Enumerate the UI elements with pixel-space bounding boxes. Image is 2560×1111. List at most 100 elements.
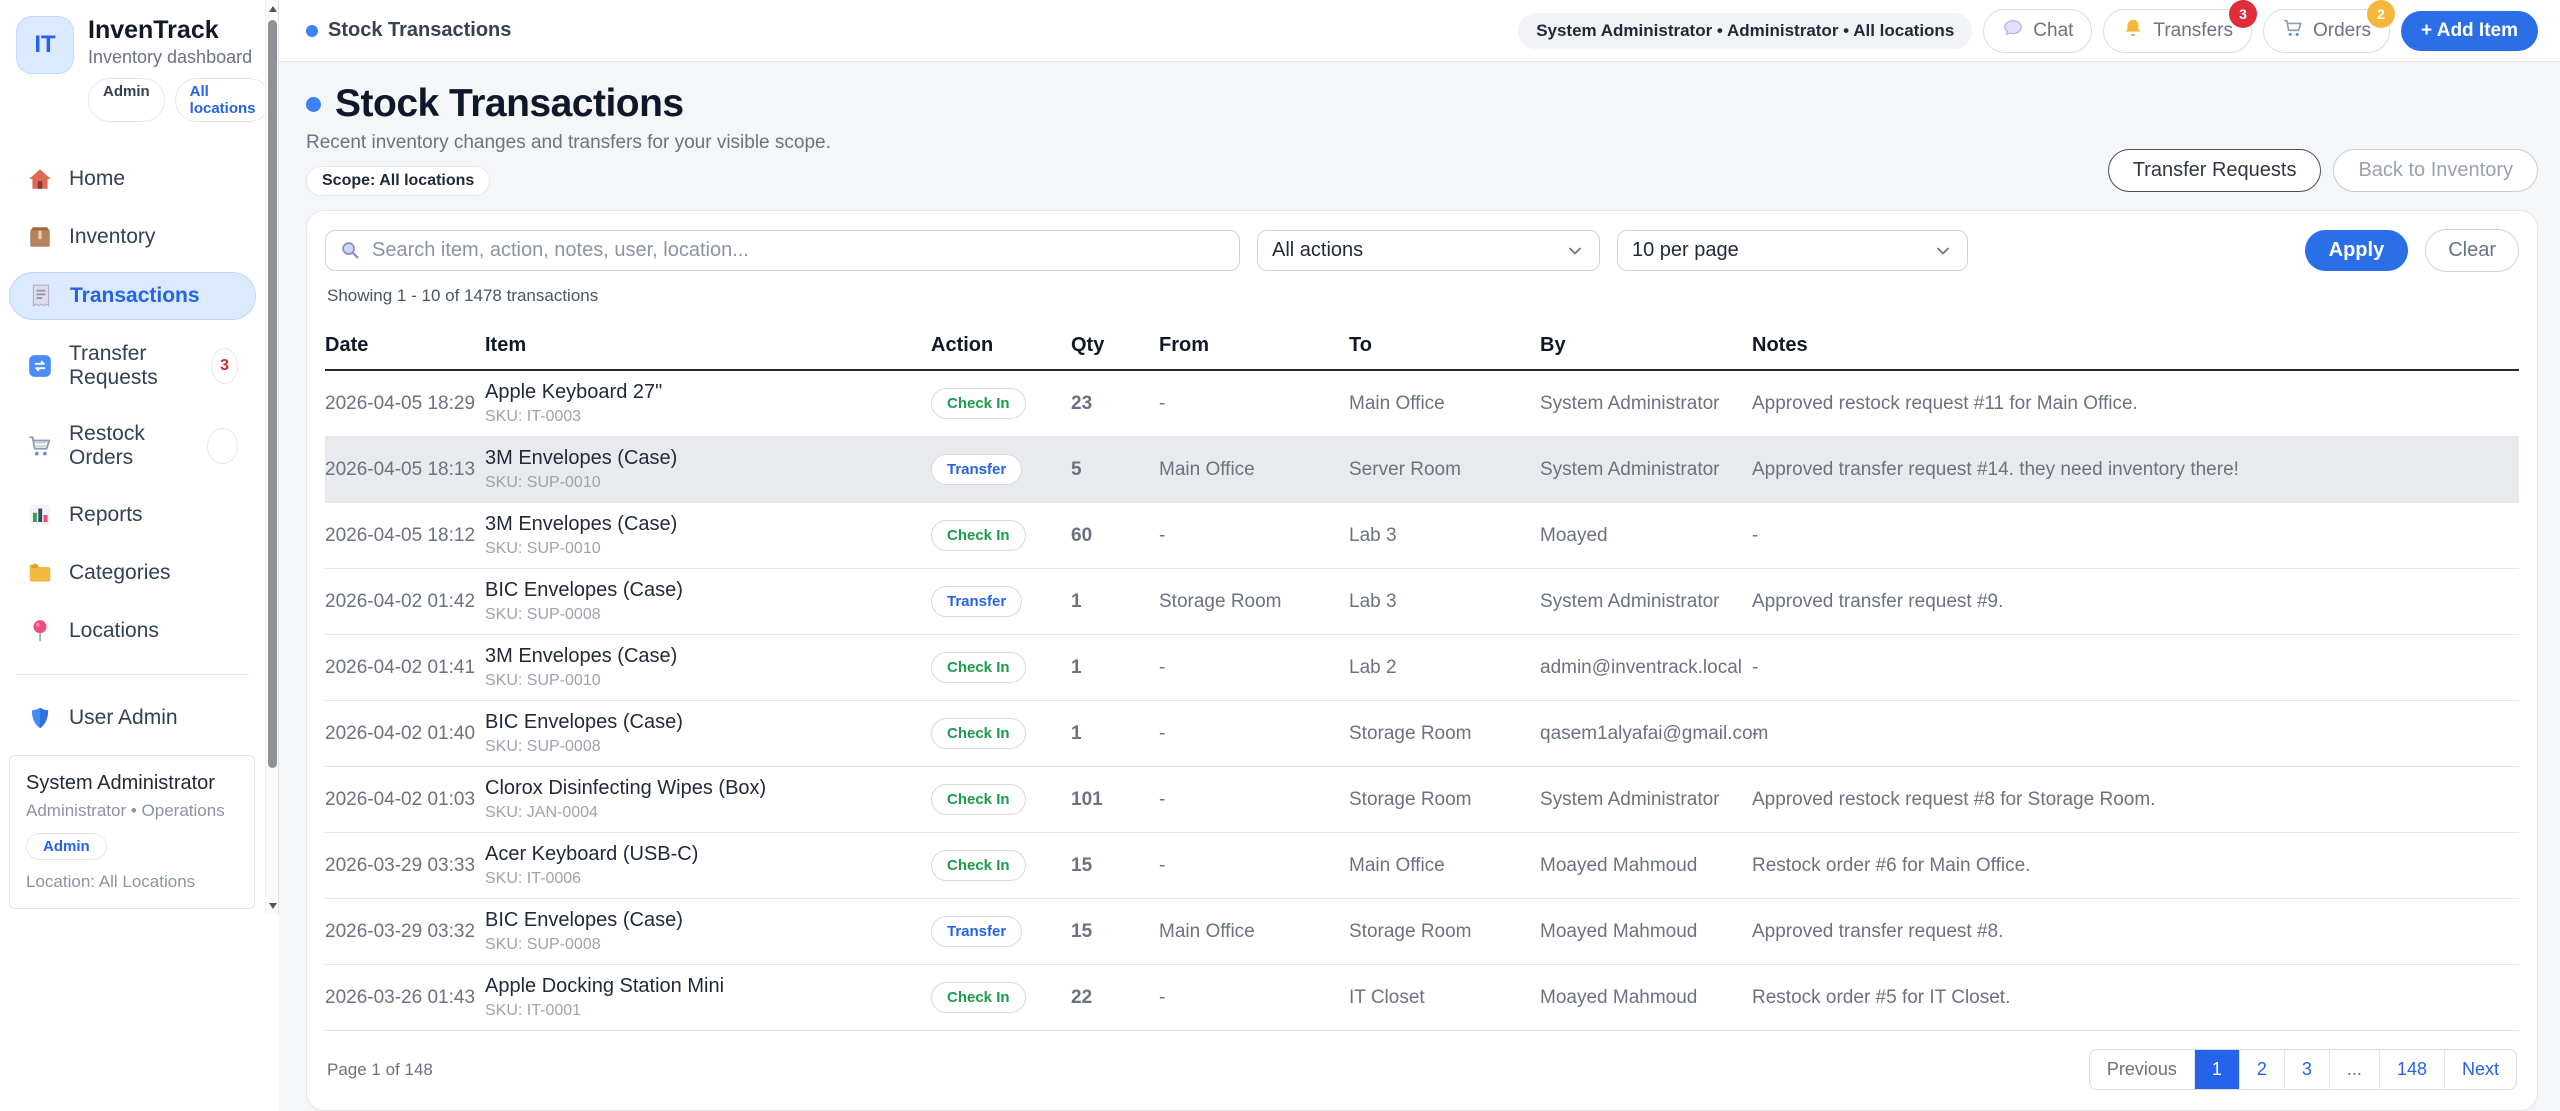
transactions-table: Date Item Action Qty From To By Notes 2026-04-0…: [325, 324, 2519, 1031]
page-button-previous[interactable]: Previous: [2106, 1059, 2177, 1079]
cell-qty: 60: [1071, 502, 1159, 569]
apply-button[interactable]: Apply: [2304, 230, 2409, 271]
sidebar-item-restock-orders[interactable]: Restock Orders: [9, 412, 256, 480]
action-badge: Transfer: [931, 916, 1023, 947]
transfers-label: Transfers: [2153, 19, 2233, 41]
cell-qty: 101: [1071, 766, 1159, 833]
table-row: 2026-04-05 18:29 Apple Keyboard 27" SKU: I…: [325, 370, 2519, 437]
table-header-row: Date Item Action Qty From To By Notes: [325, 324, 2519, 371]
blue-dot-icon: [306, 96, 321, 112]
sidebar-item-label: Home: [69, 166, 126, 190]
page-subtitle: Recent inventory changes and transfers f…: [306, 132, 831, 153]
cell-notes: Restock order #6 for Main Office.: [1752, 832, 2519, 899]
cell-by: System Administrator: [1540, 370, 1752, 437]
sidebar-scrollbar[interactable]: [265, 0, 279, 915]
search-input[interactable]: [325, 230, 1240, 271]
action-filter-value: All actions: [1272, 239, 1364, 261]
cell-item: Acer Keyboard (USB-C) SKU: IT-0006: [485, 832, 931, 899]
page-button-2[interactable]: 2: [2238, 1050, 2284, 1089]
cell-action: Check In: [931, 964, 1071, 1031]
sidebar-item-transfer-requests[interactable]: Transfer Requests 3: [9, 332, 256, 400]
col-header-date: Date: [325, 324, 485, 371]
transfer-requests-button[interactable]: Transfer Requests: [2107, 149, 2322, 192]
table-row: 2026-03-26 01:43 Apple Docking Station Mi…: [325, 964, 2519, 1031]
breadcrumb: Stock Transactions: [306, 19, 511, 42]
user-role: Administrator • Operations: [26, 801, 225, 820]
sidebar-header: IT InvenTrack Inventory dashboard Admin …: [0, 16, 271, 126]
cell-notes: Approved transfer request #14. they need…: [1752, 436, 2519, 503]
cart-icon: [2282, 17, 2304, 45]
cell-by: Moayed Mahmoud: [1540, 898, 1752, 965]
cell-action: Check In: [931, 502, 1071, 569]
cell-date: 2026-03-26 01:43: [325, 964, 485, 1031]
table-row: 2026-04-02 01:03 Clorox Disinfecting Wipe…: [325, 766, 2519, 833]
page-size-select[interactable]: 10 per page: [1617, 230, 1968, 271]
cell-to: Storage Room: [1349, 700, 1540, 767]
scroll-up-arrow-icon[interactable]: [266, 2, 279, 16]
all-locations-badge: All locations: [174, 77, 271, 122]
cell-notes: Approved restock request #11 for Main Of…: [1752, 370, 2519, 437]
orders-count-badge: 2: [2367, 0, 2396, 28]
cell-from: -: [1159, 832, 1349, 899]
cell-item: Apple Docking Station Mini SKU: IT-0001: [485, 964, 931, 1031]
page-button-next[interactable]: Next: [2443, 1050, 2516, 1089]
cell-notes: -: [1752, 634, 2519, 701]
sidebar-item-home[interactable]: Home: [9, 156, 256, 202]
cell-date: 2026-04-02 01:40: [325, 700, 485, 767]
sidebar-item-categories[interactable]: Categories: [9, 550, 256, 596]
page-button-1[interactable]: 1: [2193, 1050, 2239, 1089]
item-name: 3M Envelopes (Case): [485, 447, 678, 469]
user-scope-chip: System Administrator • Administrator • A…: [1518, 12, 1973, 49]
item-sku: SKU: SUP-0008: [485, 606, 601, 623]
action-filter-select[interactable]: All actions: [1257, 230, 1600, 271]
add-item-button[interactable]: + Add Item: [2401, 10, 2538, 51]
pin-icon: [27, 618, 53, 644]
page-summary: Page 1 of 148: [327, 1059, 433, 1079]
chevron-down-icon: [1565, 241, 1585, 261]
clear-button[interactable]: Clear: [2425, 229, 2519, 272]
chat-button[interactable]: Chat: [1983, 8, 2093, 53]
sidebar-item-label: Locations: [69, 618, 159, 642]
cell-item: BIC Envelopes (Case) SKU: SUP-0008: [485, 898, 931, 965]
item-name: 3M Envelopes (Case): [485, 645, 678, 667]
col-header-by: By: [1540, 324, 1752, 371]
orders-button[interactable]: Orders 2: [2262, 0, 2396, 53]
bell-icon: [2122, 17, 2144, 45]
item-name: Apple Keyboard 27": [485, 381, 663, 403]
sidebar-item-inventory[interactable]: Inventory: [9, 214, 256, 260]
cell-to: Storage Room: [1349, 898, 1540, 965]
cell-item: 3M Envelopes (Case) SKU: SUP-0010: [485, 502, 931, 569]
back-to-inventory-button[interactable]: Back to Inventory: [2333, 149, 2538, 192]
results-summary: Showing 1 - 10 of 1478 transactions: [327, 286, 599, 305]
cell-to: Storage Room: [1349, 766, 1540, 833]
table-row: 2026-04-05 18:13 3M Envelopes (Case) SKU: …: [325, 436, 2519, 503]
page-content: Stock Transactions Recent inventory chan…: [279, 62, 2560, 1111]
cell-notes: -: [1752, 502, 2519, 569]
page-button-148[interactable]: 148: [2378, 1050, 2444, 1089]
cell-notes: Approved restock request #8 for Storage …: [1752, 766, 2519, 833]
sidebar-item-transactions[interactable]: Transactions: [9, 271, 256, 320]
sidebar-item-reports[interactable]: Reports: [9, 492, 256, 538]
chat-label: Chat: [2033, 19, 2074, 41]
transfers-button[interactable]: Transfers 3: [2103, 0, 2257, 53]
sidebar-item-label: Transactions: [70, 283, 200, 307]
scroll-down-arrow-icon[interactable]: [266, 899, 279, 913]
sidebar-item-locations[interactable]: Locations: [9, 608, 256, 654]
cell-qty: 15: [1071, 898, 1159, 965]
cell-action: Transfer: [931, 898, 1071, 965]
cell-date: 2026-04-02 01:42: [325, 568, 485, 635]
cell-by: Moayed Mahmoud: [1540, 832, 1752, 899]
receipt-icon: [28, 283, 54, 309]
sidebar-item-label: Reports: [69, 502, 143, 526]
cell-by: Moayed: [1540, 502, 1752, 569]
cart-icon: [27, 433, 53, 459]
transfer-icon: [27, 353, 53, 379]
cell-date: 2026-04-05 18:29: [325, 370, 485, 437]
item-sku: SKU: JAN-0004: [485, 804, 598, 821]
cell-date: 2026-04-05 18:13: [325, 436, 485, 503]
cell-date: 2026-03-29 03:33: [325, 832, 485, 899]
sidebar-item-label: Restock Orders: [69, 421, 145, 469]
sidebar-item-user-admin[interactable]: User Admin: [9, 695, 256, 741]
page-button-3[interactable]: 3: [2283, 1050, 2329, 1089]
scrollbar-thumb[interactable]: [267, 20, 277, 768]
